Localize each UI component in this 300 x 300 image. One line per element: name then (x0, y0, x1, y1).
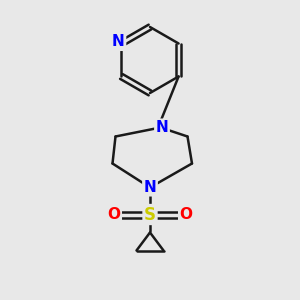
Text: S: S (144, 206, 156, 224)
Text: O: O (179, 207, 193, 222)
Text: N: N (112, 34, 125, 50)
Text: N: N (144, 180, 156, 195)
Text: O: O (107, 207, 121, 222)
Text: N: N (156, 120, 168, 135)
